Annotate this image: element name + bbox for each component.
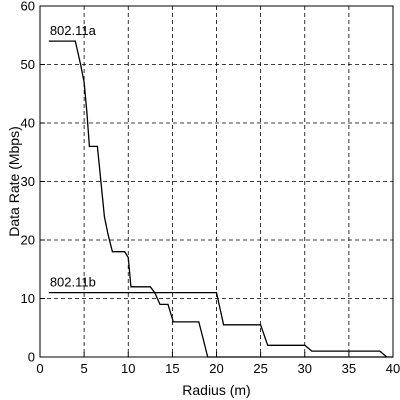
- y-tick-label: 0: [28, 350, 35, 365]
- x-tick-label: 0: [36, 361, 43, 376]
- tick-labels: 0 5 10 15 20 25 30 35 40 0 10 20 30 40 50 60: [21, 0, 400, 376]
- y-tick-label: 30: [21, 174, 35, 189]
- x-tick-label: 35: [342, 361, 356, 376]
- grid: [40, 6, 393, 357]
- x-tick-label: 15: [165, 361, 179, 376]
- x-tick-label: 10: [121, 361, 135, 376]
- series-line-802-11a: [48, 40, 393, 358]
- x-axis-label: Radius (m): [182, 382, 250, 398]
- y-tick-label: 60: [21, 0, 35, 14]
- y-tick-label: 10: [21, 291, 35, 306]
- plot-frame: [39, 5, 394, 358]
- x-tick-label: 25: [253, 361, 267, 376]
- series-label-802-11b: 802.11b: [50, 275, 96, 290]
- series-lines: [48, 40, 393, 358]
- series-label-802-11a: 802.11a: [50, 23, 97, 38]
- x-tick-label: 5: [81, 361, 88, 376]
- x-tick-label: 40: [386, 361, 400, 376]
- annotations: 802.11a 802.11b: [50, 23, 97, 290]
- series-line-802-11b: [48, 291, 388, 358]
- y-tick-label: 50: [21, 57, 35, 72]
- x-tick-label: 20: [209, 361, 223, 376]
- y-axis-label: Data Rate (Mbps): [6, 126, 22, 236]
- x-tick-label: 30: [298, 361, 312, 376]
- y-tick-label: 20: [21, 233, 35, 248]
- y-tick-label: 40: [21, 116, 35, 131]
